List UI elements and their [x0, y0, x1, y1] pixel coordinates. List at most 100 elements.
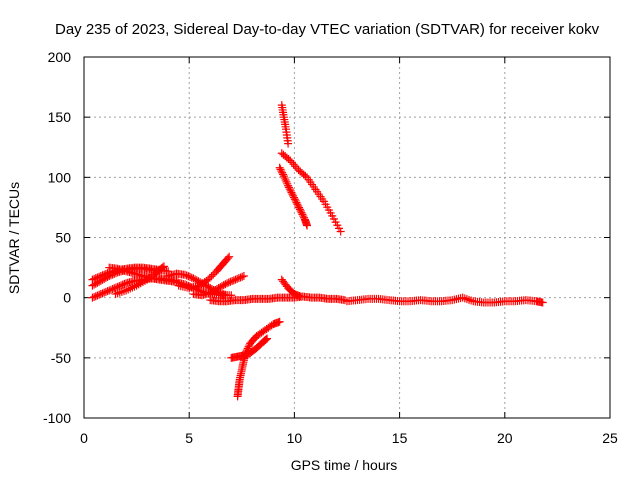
- plus-marker: [207, 272, 216, 281]
- plus-marker: [103, 272, 112, 281]
- plus-marker: [204, 275, 213, 284]
- plus-marker: [286, 156, 295, 165]
- plus-marker: [244, 342, 253, 351]
- plus-marker: [91, 292, 100, 301]
- plus-marker: [287, 188, 296, 197]
- plus-marker: [88, 281, 97, 290]
- plus-marker: [209, 286, 218, 295]
- plus-marker: [262, 335, 271, 344]
- plus-marker: [285, 185, 294, 194]
- plus-marker: [289, 191, 298, 200]
- plus-marker: [292, 198, 301, 207]
- plus-marker: [295, 203, 304, 212]
- plus-marker: [118, 280, 127, 289]
- plus-marker: [205, 273, 214, 282]
- y-tick-label: -50: [51, 350, 71, 366]
- series-arc-14: [275, 163, 312, 230]
- x-tick-label: 5: [185, 430, 193, 446]
- plus-marker: [90, 280, 99, 289]
- plus-marker: [296, 207, 305, 216]
- plus-marker: [293, 200, 302, 209]
- plus-marker: [221, 280, 230, 289]
- plus-marker: [284, 155, 293, 164]
- plus-marker: [115, 288, 124, 297]
- plus-marker: [110, 284, 119, 293]
- plus-marker: [100, 288, 109, 297]
- plus-marker: [100, 274, 109, 283]
- plus-marker: [275, 163, 284, 172]
- plus-marker: [465, 295, 474, 304]
- plus-marker: [286, 186, 295, 195]
- plus-marker: [224, 278, 233, 287]
- plus-marker: [228, 277, 237, 286]
- plus-marker: [460, 294, 469, 303]
- plus-marker: [261, 336, 270, 345]
- plus-marker: [117, 281, 126, 290]
- plus-marker: [105, 286, 114, 295]
- plus-marker: [287, 158, 296, 167]
- plus-marker: [279, 170, 288, 179]
- plus-marker: [295, 205, 304, 214]
- plus-marker: [296, 292, 305, 301]
- series-arc-10: [277, 275, 305, 301]
- plus-marker: [180, 270, 189, 279]
- plus-marker: [98, 289, 107, 298]
- plot-frame: [83, 56, 611, 419]
- plus-marker: [298, 210, 307, 219]
- plus-marker: [291, 196, 300, 205]
- y-tick-label: 100: [48, 169, 72, 185]
- plus-marker: [96, 290, 105, 299]
- plus-marker: [291, 162, 300, 171]
- plus-marker: [223, 254, 232, 263]
- grid: [84, 57, 610, 418]
- plus-marker: [182, 271, 191, 280]
- plus-marker: [223, 279, 232, 288]
- y-tick-label: 0: [63, 290, 71, 306]
- plus-marker: [297, 208, 306, 217]
- series-arc-7: [174, 252, 234, 293]
- plus-marker: [106, 271, 115, 280]
- series-arc-13: [277, 149, 345, 236]
- plus-marker: [281, 175, 290, 184]
- plus-marker: [158, 263, 167, 272]
- series-arc-5: [111, 262, 168, 299]
- plus-marker: [91, 279, 100, 288]
- plus-marker: [219, 281, 228, 290]
- plus-marker: [301, 171, 310, 180]
- plus-marker: [209, 270, 218, 279]
- plus-marker: [95, 277, 104, 286]
- plus-marker: [159, 262, 168, 271]
- plus-marker: [229, 276, 238, 285]
- plus-marker: [93, 291, 102, 300]
- plus-marker: [105, 272, 114, 281]
- plus-marker: [216, 283, 225, 292]
- plus-marker: [278, 168, 287, 177]
- plus-marker: [289, 193, 298, 202]
- x-axis-label: GPS time / hours: [291, 457, 398, 473]
- plus-marker: [191, 275, 200, 284]
- chart-title: Day 235 of 2023, Sidereal Day-to-day VTE…: [55, 21, 600, 38]
- plus-marker: [101, 273, 110, 282]
- plus-marker: [184, 272, 193, 281]
- plus-marker: [284, 139, 293, 148]
- plus-marker: [212, 285, 221, 294]
- y-tick-label: 200: [48, 49, 72, 65]
- plus-marker: [218, 282, 227, 291]
- plus-marker: [189, 274, 198, 283]
- plus-marker: [238, 272, 247, 281]
- plus-marker: [279, 172, 288, 181]
- plus-marker: [282, 177, 291, 186]
- plus-marker: [206, 288, 215, 297]
- plus-marker: [101, 287, 110, 296]
- plus-marker: [336, 227, 345, 236]
- plus-marker: [187, 273, 196, 282]
- plus-marker: [192, 276, 201, 285]
- plus-marker: [299, 212, 308, 221]
- series-arc-12: [277, 101, 293, 148]
- plus-marker: [276, 165, 285, 174]
- plus-marker: [233, 274, 242, 283]
- plus-marker: [106, 285, 115, 294]
- plus-marker: [467, 296, 476, 305]
- y-tick-label: 50: [55, 230, 71, 246]
- plus-marker: [214, 284, 223, 293]
